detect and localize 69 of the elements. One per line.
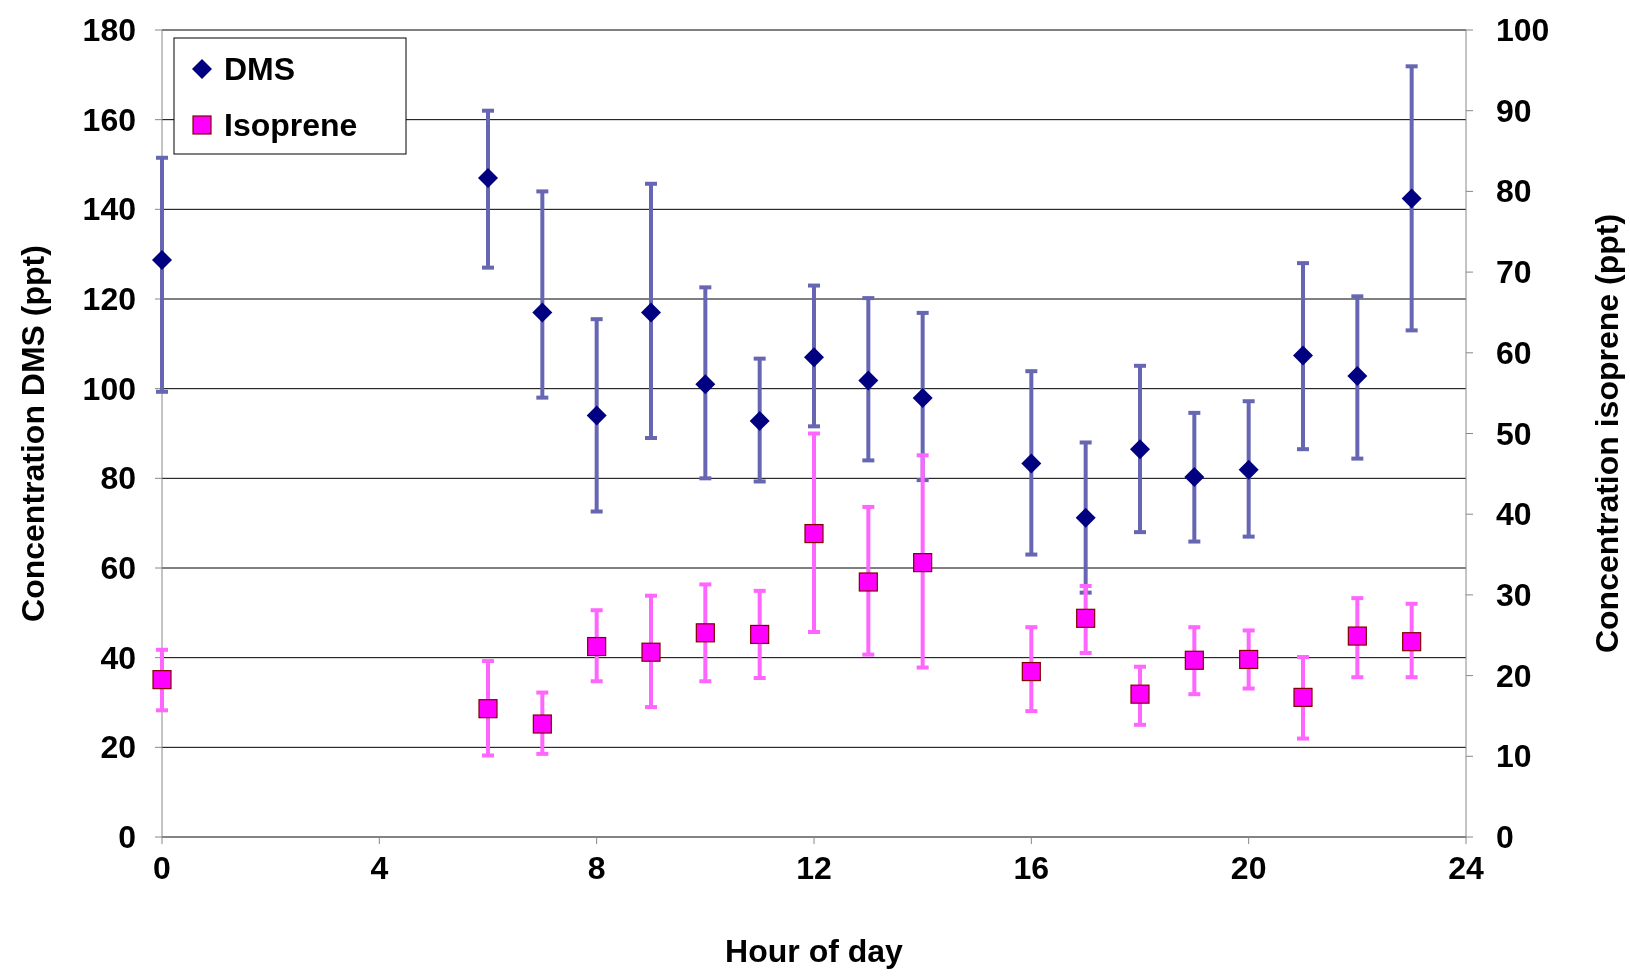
point bbox=[1130, 684, 1150, 704]
y-tick-label: 80 bbox=[100, 460, 136, 497]
point bbox=[1184, 650, 1204, 670]
y2-tick-label: 60 bbox=[1496, 334, 1532, 371]
point bbox=[804, 347, 824, 368]
point bbox=[858, 572, 878, 592]
y-axis-title: Concentration DMS (ppt) bbox=[15, 245, 51, 622]
point bbox=[532, 714, 552, 734]
point bbox=[152, 250, 172, 270]
point bbox=[858, 370, 879, 391]
x-tick-label: 4 bbox=[370, 850, 389, 886]
y2-axis-title: Concentration isoprene (ppt) bbox=[1589, 213, 1625, 654]
point bbox=[478, 167, 498, 188]
y-tick-label: 120 bbox=[82, 281, 136, 317]
point bbox=[478, 699, 498, 719]
y-tick-label: 160 bbox=[82, 101, 136, 138]
y-tick-label: 0 bbox=[118, 819, 136, 855]
y2-tick-label: 0 bbox=[1496, 819, 1514, 855]
y2-tick-label: 10 bbox=[1496, 738, 1532, 775]
point bbox=[1075, 507, 1096, 528]
point bbox=[152, 670, 172, 690]
y2-tick-label: 20 bbox=[1496, 657, 1532, 694]
point bbox=[532, 302, 553, 323]
x-tick-label: 24 bbox=[1448, 850, 1484, 886]
point bbox=[1347, 626, 1367, 646]
point bbox=[1347, 366, 1368, 387]
y2-tick-label: 40 bbox=[1496, 496, 1532, 533]
y2-tick-label: 30 bbox=[1496, 576, 1532, 613]
point bbox=[1293, 687, 1313, 707]
y-tick-label: 20 bbox=[100, 729, 136, 766]
x-tick-label: 20 bbox=[1230, 850, 1267, 886]
point bbox=[913, 553, 933, 573]
x-tick-label: 8 bbox=[587, 850, 606, 886]
point bbox=[1076, 608, 1096, 628]
x-tick-label: 16 bbox=[1013, 850, 1050, 886]
point bbox=[1238, 459, 1259, 480]
y2-tick-label: 50 bbox=[1496, 415, 1532, 452]
y2-tick-label: 80 bbox=[1496, 173, 1532, 210]
point bbox=[641, 642, 661, 662]
point bbox=[586, 405, 607, 426]
point bbox=[749, 410, 770, 431]
point bbox=[1021, 453, 1042, 474]
legend-label: Isoprene bbox=[224, 107, 358, 143]
y-tick-label: 60 bbox=[100, 550, 136, 586]
y-tick-label: 100 bbox=[82, 370, 136, 407]
point bbox=[1239, 649, 1259, 670]
y-tick-label: 40 bbox=[100, 639, 136, 676]
point bbox=[695, 623, 715, 643]
point bbox=[1021, 661, 1041, 682]
point bbox=[695, 374, 716, 395]
x-axis-title: Hour of day bbox=[725, 933, 904, 969]
y-tick-label: 180 bbox=[82, 12, 136, 48]
point bbox=[1401, 188, 1422, 209]
point bbox=[912, 388, 933, 409]
x-tick-label: 0 bbox=[153, 850, 171, 886]
point bbox=[1130, 439, 1150, 460]
point bbox=[1184, 466, 1205, 487]
point bbox=[1293, 345, 1313, 366]
legend-label: DMS bbox=[224, 51, 296, 87]
point bbox=[804, 523, 824, 544]
point bbox=[641, 302, 661, 323]
point bbox=[1402, 632, 1422, 652]
y2-tick-label: 100 bbox=[1496, 12, 1550, 48]
point bbox=[587, 636, 607, 657]
y2-tick-label: 90 bbox=[1496, 92, 1532, 129]
y2-tick-label: 70 bbox=[1496, 254, 1532, 291]
x-tick-label: 12 bbox=[796, 850, 832, 886]
y-tick-label: 140 bbox=[82, 191, 136, 228]
point bbox=[750, 624, 770, 645]
